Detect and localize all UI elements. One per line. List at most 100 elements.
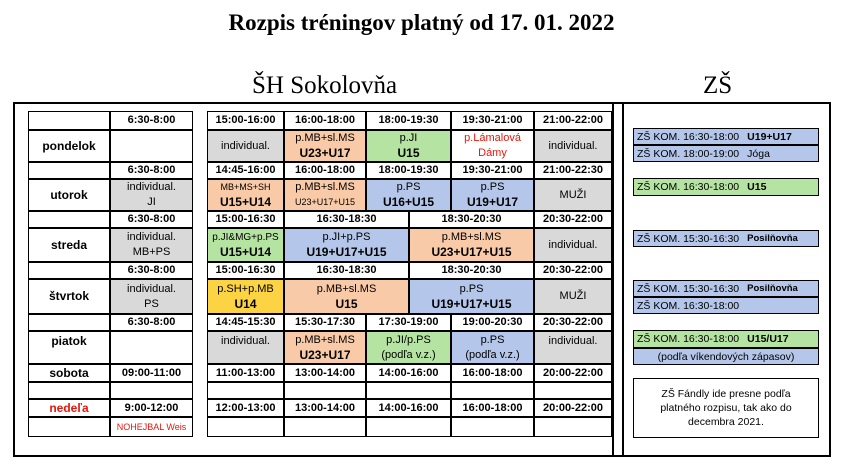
slot-coach: p.MB+sl.MS	[316, 282, 377, 295]
slot-text: individual.	[221, 335, 270, 347]
time-cell: 15:00-16:00	[207, 111, 284, 130]
venue-sokolovna: ŠH Sokolovňa	[252, 72, 398, 99]
time-cell: 17:30-19:00	[366, 314, 451, 331]
training-slot: p.PS U19+U17	[451, 179, 534, 211]
slot-coach: p.JI+p.PS	[322, 231, 371, 243]
time-cell: 14:00-16:00	[366, 364, 451, 382]
slot-coach: MB+PS	[132, 246, 171, 258]
training-slot: individual.	[207, 130, 284, 162]
zs-slot-group: U15	[747, 181, 767, 193]
slot-coach: p.PS	[459, 282, 484, 295]
zs-slot: ZŠ KOM. 16:30-18:00 U15	[633, 178, 819, 196]
time-cell: 6:30-8:00	[110, 211, 193, 228]
zs-slot: ZŠ KOM. 16:30-18:00	[633, 297, 819, 314]
slot-coach: p.PS	[396, 181, 421, 193]
day-header-blank	[28, 314, 110, 331]
time-cell: 16:00-18:00	[284, 162, 366, 179]
time-cell: 9:00-12:00	[110, 399, 193, 417]
zs-slot-group: U19+U17	[747, 130, 792, 143]
time-cell: 6:30-8:00	[110, 162, 193, 179]
slot-coach: PS	[144, 297, 159, 310]
time-cell: 18:00-19:30	[366, 162, 451, 179]
day-label-sobota: sobota	[28, 364, 110, 382]
time-cell: 16:30-18:30	[284, 211, 409, 228]
slot-group: U19+U17+U15	[306, 245, 387, 259]
slot-coach: p.JI&MG+p.PS	[212, 232, 279, 243]
time-cell: 13:00-14:00	[284, 364, 366, 382]
time-cell: 09:00-11:00	[110, 364, 193, 382]
slot-coach: p.Lámalová	[464, 132, 521, 144]
zs-slot-group: U15/U17	[747, 333, 789, 345]
zs-slot-note: (podľa víkendových zápasov)	[657, 350, 795, 363]
zs-slot-time: ZŠ KOM. 16:30-18:00	[637, 181, 740, 193]
time-cell: 11:00-13:00	[207, 364, 284, 382]
training-slot: MUŽI	[534, 179, 612, 211]
slot-coach: p.MB+sl.MS	[441, 231, 502, 243]
slot-coach: MB+MS+SH	[220, 182, 271, 192]
training-slot: p.JI/p.PS (podľa v.z.)	[366, 331, 451, 364]
page-title: Rozpis tréningov platný od 17. 01. 2022	[228, 10, 615, 35]
zs-slot-time: ZŠ KOM. 16:30-18:00	[637, 299, 740, 312]
slot-group: U19+U17+U15	[431, 296, 512, 311]
training-slot: p.Lámalová Dámy	[451, 130, 534, 162]
empty-slot	[284, 417, 366, 437]
slot-coach: p.MB+sl.MS	[295, 333, 355, 346]
training-slot: p.MB+sl.MS U15	[284, 279, 409, 314]
zs-slot: ZŠ KOM. 15:30-16:30 Posilňovňa	[633, 230, 819, 247]
empty-slot	[366, 382, 451, 399]
training-slot: p.MB+sl.MS U23+U17	[284, 130, 366, 162]
slot-coach: p.JI/p.PS	[386, 333, 431, 346]
empty-slot	[366, 417, 451, 437]
time-cell: 15:00-16:30	[207, 211, 284, 228]
time-cell: 20:00-22:00	[534, 399, 612, 417]
time-cell: 19:00-20:30	[451, 314, 534, 331]
day-label-streda: streda	[28, 228, 110, 262]
time-cell: 20:30-22:00	[534, 314, 612, 331]
time-cell: 21:00-22:30	[534, 162, 612, 179]
training-slot: individual. PS	[110, 279, 193, 314]
slot-note: NOHEJBAL Weis	[116, 421, 187, 432]
time-cell: 18:30-20:30	[409, 262, 534, 279]
training-slot: p.PS U16+U15	[366, 179, 451, 211]
slot-group: U15+U14	[219, 245, 272, 259]
empty-slot	[534, 382, 612, 399]
zs-slot: (podľa víkendových zápasov)	[633, 348, 819, 365]
slot-text: individual.	[221, 139, 270, 152]
training-slot: NOHEJBAL Weis	[110, 417, 193, 437]
zs-slot-time: ZŠ KOM. 15:30-16:30	[637, 282, 740, 295]
training-slot: p.PS (podľa v.z.)	[451, 331, 534, 364]
slot-group: U14	[234, 296, 257, 311]
time-cell: 6:30-8:00	[110, 314, 193, 331]
slot-text: individual.	[548, 238, 598, 251]
zs-slot-group: Posilňovňa	[747, 233, 798, 244]
slot-group: U15+U14	[219, 195, 272, 209]
zs-slot: ZŠ KOM. 16:30-18:00 U15/U17	[633, 330, 819, 348]
empty-slot	[28, 417, 110, 437]
zs-slot: ZŠ KOM. 18:00-19:00 Jóga	[633, 145, 819, 162]
training-slot: p.MB+sl.MS U23+U17+U15	[409, 228, 534, 262]
slot-coach: JI	[147, 196, 156, 208]
time-cell: 15:30-17:30	[284, 314, 366, 331]
slot-note: (podľa v.z.)	[465, 348, 520, 361]
day-header-blank	[28, 262, 110, 279]
slot-group: U19+U17	[466, 195, 519, 209]
divider-line	[622, 102, 624, 457]
time-cell: 14:45-16:00	[207, 162, 284, 179]
training-slot: p.JI U15	[366, 130, 451, 162]
slot-text: individual.	[548, 139, 598, 152]
empty-slot	[451, 382, 534, 399]
time-cell: 16:00-18:00	[451, 364, 534, 382]
training-slot: individual. MB+PS	[110, 228, 193, 262]
training-slot: MUŽI	[534, 279, 612, 314]
slot-group: U23+U17	[299, 146, 351, 160]
time-cell: 20:30-22:00	[534, 262, 612, 279]
zs-slot-time: ZŠ KOM. 15:30-16:30	[637, 232, 740, 245]
time-cell: 15:00-16:30	[207, 262, 284, 279]
zs-slot-group: Posilňovňa	[747, 283, 798, 294]
zs-note: ZŠ Fándly ide presne podľa platného rozp…	[633, 378, 819, 438]
slot-text: individual.	[127, 181, 176, 193]
empty-slot	[207, 382, 284, 399]
time-cell: 19:30-21:00	[451, 111, 534, 130]
slot-group: MUŽI	[559, 188, 587, 201]
slot-group: U15	[335, 296, 358, 311]
